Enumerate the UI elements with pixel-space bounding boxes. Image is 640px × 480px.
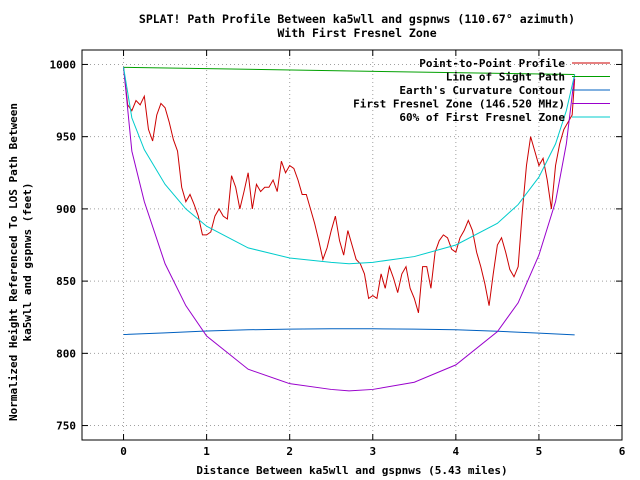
series-lines bbox=[123, 66, 576, 392]
legend-label-60-of-first-fresnel-zone: 60% of First Fresnel Zone bbox=[399, 111, 565, 124]
y-tick-label: 750 bbox=[56, 420, 76, 433]
y-axis-label-line2: ka5wll and gspnws (feet) bbox=[21, 183, 34, 342]
x-tick-label: 5 bbox=[536, 445, 543, 458]
legend-label-line-of-sight-path: Line of Sight Path bbox=[446, 71, 565, 84]
axis-ticks: 0 1 2 3 4 5 6 750 800 850 900 950 1000 bbox=[50, 50, 626, 458]
y-tick-label: 1000 bbox=[50, 58, 77, 71]
legend-label-earth-s-curvature-contour: Earth's Curvature Contour bbox=[399, 84, 565, 97]
y-tick-label: 950 bbox=[56, 131, 76, 144]
x-tick-label: 3 bbox=[369, 445, 376, 458]
series-line-earth-s-curvature-contour bbox=[123, 328, 575, 336]
y-tick-label: 800 bbox=[56, 347, 76, 360]
x-tick-label: 1 bbox=[203, 445, 210, 458]
chart-title: SPLAT! Path Profile Between ka5wll and g… bbox=[139, 12, 575, 26]
legend-label-point-to-point-profile: Point-to-Point Profile bbox=[419, 57, 565, 70]
legend-label-first-fresnel-zone-146-520-mhz: First Fresnel Zone (146.520 MHz) bbox=[353, 98, 565, 111]
chart-subtitle: With First Fresnel Zone bbox=[277, 26, 436, 40]
grid-lines bbox=[82, 50, 622, 440]
x-tick-label: 4 bbox=[453, 445, 460, 458]
x-tick-label: 2 bbox=[286, 445, 293, 458]
y-axis-label-line1: Normalized Height Referenced To LOS Path… bbox=[7, 103, 20, 421]
x-tick-label: 0 bbox=[120, 445, 127, 458]
series-line-line-of-sight-path bbox=[123, 66, 575, 76]
y-tick-label: 900 bbox=[56, 203, 76, 216]
plot-border bbox=[81, 49, 623, 441]
y-tick-label: 850 bbox=[56, 275, 76, 288]
series-line-first-fresnel-zone-146-520-mhz bbox=[123, 67, 576, 392]
series-line-60-of-first-fresnel-zone bbox=[123, 67, 576, 265]
x-axis-label: Distance Between ka5wll and gspnws (5.43… bbox=[196, 464, 507, 477]
x-tick-label: 6 bbox=[619, 445, 626, 458]
